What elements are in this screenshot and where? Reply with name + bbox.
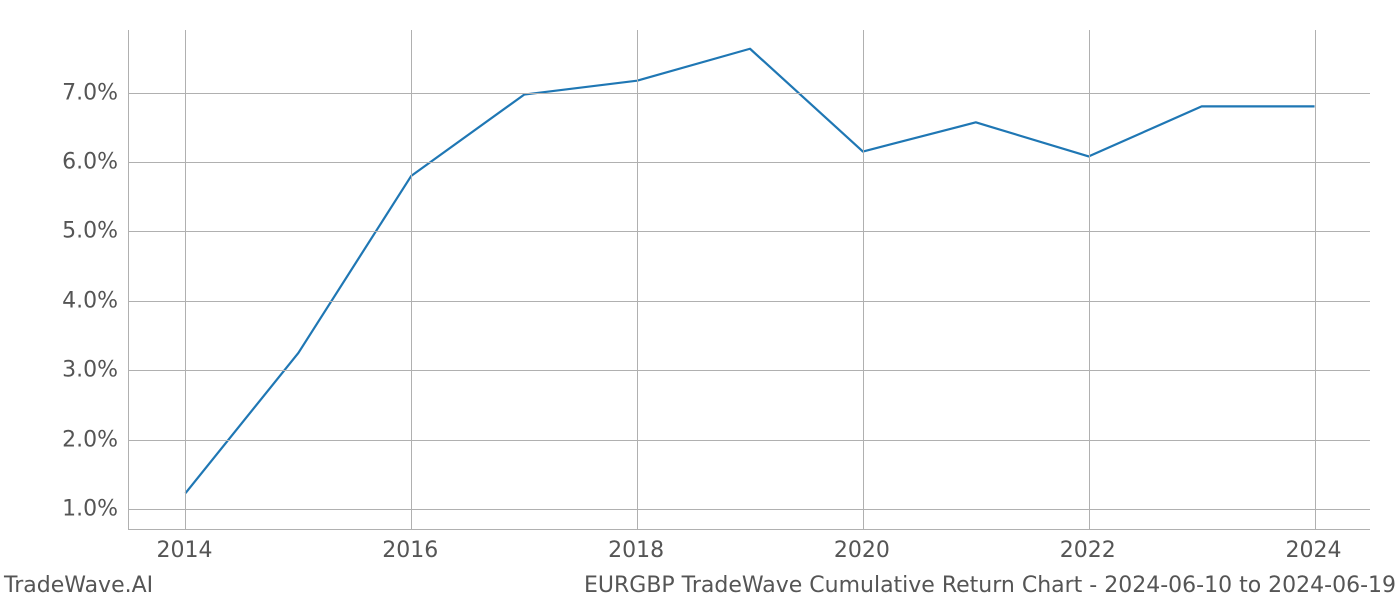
y-tick-label: 2.0% bbox=[62, 427, 118, 452]
y-tick-label: 6.0% bbox=[62, 149, 118, 174]
x-tick-label: 2024 bbox=[1286, 538, 1342, 563]
footer-right: EURGBP TradeWave Cumulative Return Chart… bbox=[584, 573, 1396, 598]
line-series bbox=[129, 30, 1371, 530]
gridline-h bbox=[129, 370, 1370, 371]
x-tick-label: 2022 bbox=[1060, 538, 1116, 563]
y-tick-label: 3.0% bbox=[62, 358, 118, 383]
line-path bbox=[185, 49, 1314, 493]
gridline-h bbox=[129, 93, 1370, 94]
y-tick-label: 7.0% bbox=[62, 80, 118, 105]
x-tick-label: 2020 bbox=[834, 538, 890, 563]
x-tick-label: 2018 bbox=[608, 538, 664, 563]
gridline-h bbox=[129, 162, 1370, 163]
gridline-v bbox=[185, 30, 186, 529]
gridline-v bbox=[411, 30, 412, 529]
chart-container: TradeWave.AI EURGBP TradeWave Cumulative… bbox=[0, 0, 1400, 600]
gridline-h bbox=[129, 509, 1370, 510]
gridline-h bbox=[129, 231, 1370, 232]
gridline-v bbox=[863, 30, 864, 529]
x-tick-label: 2014 bbox=[156, 538, 212, 563]
x-tick-label: 2016 bbox=[382, 538, 438, 563]
gridline-h bbox=[129, 440, 1370, 441]
gridline-v bbox=[637, 30, 638, 529]
y-tick-label: 5.0% bbox=[62, 219, 118, 244]
footer-left: TradeWave.AI bbox=[4, 573, 153, 598]
gridline-v bbox=[1315, 30, 1316, 529]
gridline-v bbox=[1089, 30, 1090, 529]
y-tick-label: 4.0% bbox=[62, 288, 118, 313]
plot-area bbox=[128, 30, 1370, 530]
gridline-h bbox=[129, 301, 1370, 302]
y-tick-label: 1.0% bbox=[62, 497, 118, 522]
